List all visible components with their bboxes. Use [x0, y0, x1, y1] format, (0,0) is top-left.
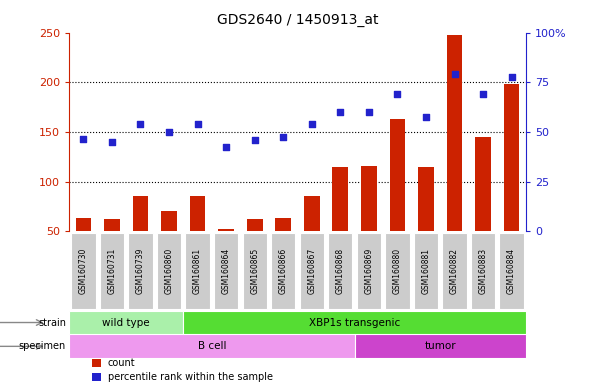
Text: GSM160880: GSM160880 [393, 248, 402, 294]
FancyBboxPatch shape [129, 233, 153, 309]
Bar [69, 334, 355, 358]
Text: GDS2640 / 1450913_at: GDS2640 / 1450913_at [217, 13, 378, 27]
Bar [161, 211, 177, 231]
Bar [104, 219, 120, 231]
FancyBboxPatch shape [442, 233, 466, 309]
Text: GSM160866: GSM160866 [279, 248, 288, 294]
Text: GSM160865: GSM160865 [250, 248, 259, 294]
Point [221, 144, 231, 150]
Bar [332, 167, 348, 231]
Bar [218, 229, 234, 231]
Bar [183, 311, 526, 334]
Point [79, 136, 88, 142]
Bar [475, 137, 491, 231]
Bar [247, 219, 263, 231]
Text: GSM160882: GSM160882 [450, 248, 459, 294]
Bar [361, 166, 377, 231]
FancyBboxPatch shape [271, 233, 295, 309]
Text: specimen: specimen [19, 341, 66, 351]
Point [250, 137, 260, 143]
Text: B cell: B cell [198, 341, 226, 351]
Text: GSM160860: GSM160860 [165, 248, 174, 294]
Point [392, 91, 402, 97]
Point [421, 114, 431, 120]
Text: GSM160868: GSM160868 [336, 248, 345, 294]
Text: XBP1s transgenic: XBP1s transgenic [309, 318, 400, 328]
Point [107, 139, 117, 145]
Point [307, 121, 317, 127]
Text: GSM160739: GSM160739 [136, 248, 145, 294]
Text: GSM160861: GSM160861 [193, 248, 202, 294]
FancyBboxPatch shape [328, 233, 352, 309]
Bar [447, 35, 462, 231]
FancyBboxPatch shape [72, 233, 96, 309]
Text: tumor: tumor [424, 341, 456, 351]
Text: strain: strain [38, 318, 66, 328]
Bar [76, 218, 91, 231]
FancyBboxPatch shape [100, 233, 124, 309]
Text: GSM160883: GSM160883 [478, 248, 487, 294]
FancyBboxPatch shape [471, 233, 495, 309]
Point [164, 129, 174, 135]
Bar [92, 373, 101, 381]
FancyBboxPatch shape [414, 233, 438, 309]
FancyBboxPatch shape [357, 233, 381, 309]
Text: GSM160881: GSM160881 [421, 248, 430, 294]
Text: wild type: wild type [102, 318, 150, 328]
Bar [504, 84, 519, 231]
Bar [355, 334, 526, 358]
Point [364, 109, 374, 115]
Bar [304, 197, 320, 231]
Text: count: count [108, 358, 136, 368]
Point [278, 134, 288, 140]
Text: GSM160730: GSM160730 [79, 248, 88, 294]
Text: GSM160869: GSM160869 [364, 248, 373, 294]
Text: GSM160884: GSM160884 [507, 248, 516, 294]
FancyBboxPatch shape [499, 233, 523, 309]
Bar [92, 359, 101, 367]
FancyBboxPatch shape [385, 233, 409, 309]
Point [450, 71, 459, 78]
Point [507, 74, 516, 80]
FancyBboxPatch shape [157, 233, 181, 309]
Text: GSM160867: GSM160867 [307, 248, 316, 294]
Bar [133, 197, 148, 231]
Text: percentile rank within the sample: percentile rank within the sample [108, 372, 273, 382]
Point [136, 121, 145, 127]
Point [478, 91, 488, 97]
FancyBboxPatch shape [214, 233, 238, 309]
FancyBboxPatch shape [300, 233, 324, 309]
Bar [418, 167, 434, 231]
FancyBboxPatch shape [243, 233, 267, 309]
FancyBboxPatch shape [186, 233, 210, 309]
Point [193, 121, 203, 127]
Bar [69, 311, 183, 334]
Bar [190, 197, 206, 231]
Text: GSM160864: GSM160864 [222, 248, 231, 294]
Bar [389, 119, 405, 231]
Bar [275, 218, 291, 231]
Text: GSM160731: GSM160731 [108, 248, 117, 294]
Point [335, 109, 345, 115]
